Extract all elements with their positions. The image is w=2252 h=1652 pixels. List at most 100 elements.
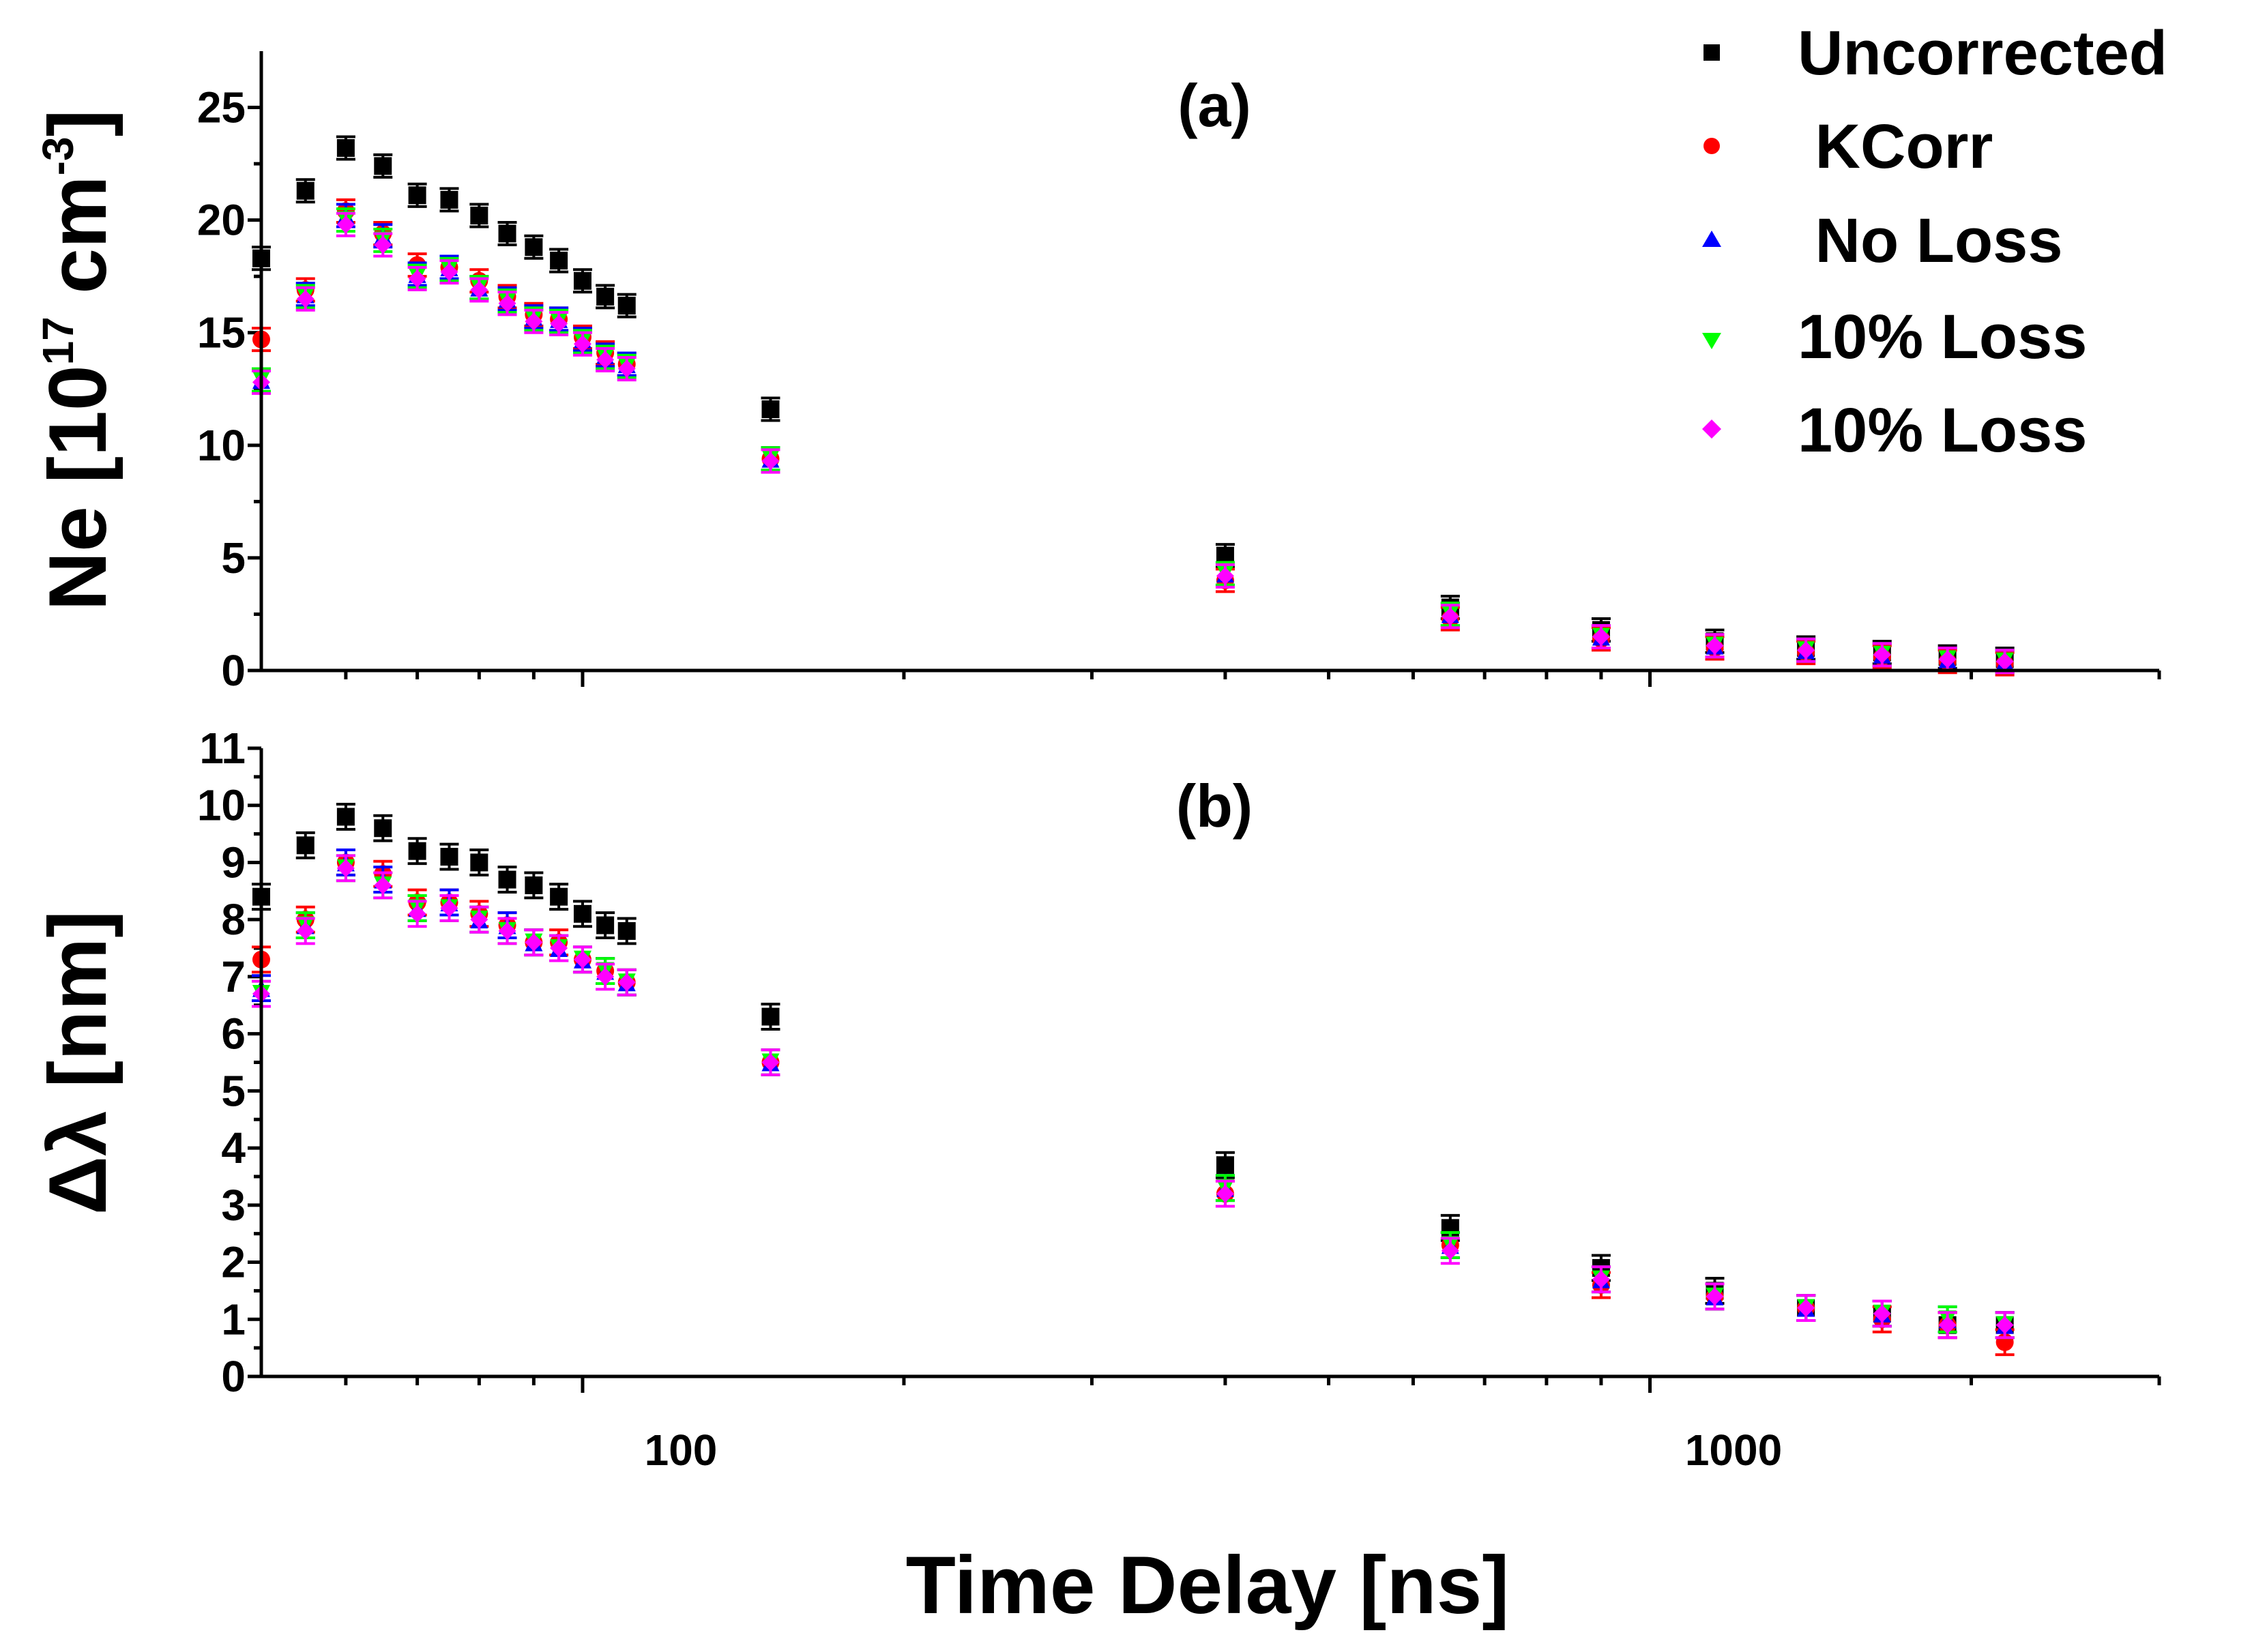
data-point (1797, 1299, 1815, 1317)
data-point (1797, 641, 1815, 660)
y-tick-label: 15 (197, 308, 246, 357)
data-point (1938, 650, 1957, 668)
data-point (1706, 1287, 1724, 1306)
panel-a-y-title: Ne [1017 cm-3] (32, 109, 123, 610)
legend-marker-circle (1703, 138, 1720, 154)
data-point (296, 921, 315, 940)
x-tick-label-100: 100 (645, 1426, 718, 1475)
legend-label-10pct-loss-magenta: 10% Loss (1798, 396, 2087, 465)
data-point (440, 190, 458, 209)
y-tick-label: 9 (221, 838, 246, 887)
data-point (408, 269, 426, 288)
data-point (374, 876, 392, 894)
series-2 (252, 203, 2015, 675)
data-point (573, 950, 591, 969)
data-point (617, 297, 636, 315)
data-point (550, 314, 568, 333)
series-4 (252, 211, 2015, 675)
series-1 (252, 849, 2015, 1357)
y-tick-label: 0 (221, 1352, 246, 1401)
data-point (374, 157, 392, 175)
data-point (1995, 1316, 2014, 1334)
panel-a-x-ticks (344, 670, 2161, 687)
data-point (440, 899, 458, 917)
legend-entry-uncorrected: Uncorrected (1703, 18, 2167, 88)
data-point (498, 921, 516, 940)
data-point (374, 819, 392, 838)
y-tick-label: 2 (221, 1238, 246, 1287)
y-tick-label: 0 (221, 646, 246, 695)
data-point (573, 904, 591, 923)
data-point (596, 287, 615, 306)
data-point (470, 280, 488, 299)
data-point (761, 400, 780, 418)
legend-entry-10pct-loss-green: 10% Loss (1702, 302, 2087, 372)
legend: Uncorrected KCorr No Loss 10% Loss 10% L… (1702, 18, 2167, 465)
data-point (596, 351, 615, 369)
x-axis-title: Time Delay [ns] (906, 1539, 1510, 1631)
y-tick-label: 1 (221, 1295, 246, 1344)
data-point (498, 224, 516, 243)
series-2 (252, 849, 2015, 1340)
data-point (525, 312, 543, 331)
y-tick-label: 3 (221, 1181, 246, 1230)
data-point (440, 263, 458, 281)
data-point (470, 853, 488, 872)
panel-a-data (252, 135, 2015, 677)
data-point (498, 294, 516, 312)
panel-a-y-ticks: 0 5 10 15 20 25 (197, 83, 261, 695)
data-point (470, 911, 488, 929)
data-point (617, 973, 636, 992)
data-point (374, 235, 392, 254)
legend-marker-triangle-up (1702, 231, 1721, 247)
panel-b-y-title: Δλ [nm] (32, 911, 123, 1215)
data-point (761, 452, 780, 470)
data-point (336, 138, 355, 157)
data-point (1441, 607, 1459, 625)
data-point (498, 870, 516, 889)
y-tick-label: 25 (197, 83, 246, 132)
data-point (1216, 567, 1234, 585)
data-point (617, 921, 636, 940)
data-point (596, 967, 615, 986)
data-point (525, 876, 543, 894)
data-point (1873, 645, 1891, 664)
data-point (1441, 1241, 1459, 1260)
legend-label-kcorr: KCorr (1798, 112, 1993, 181)
panel-b-data (252, 803, 2015, 1357)
series-1 (252, 198, 2015, 677)
data-point (573, 271, 591, 290)
data-point (440, 848, 458, 866)
panel-b-label: (b) (1176, 772, 1253, 840)
series-0 (252, 803, 2015, 1340)
legend-entry-kcorr: KCorr (1703, 112, 1993, 181)
series-3 (252, 854, 2015, 1340)
y-tick-label: 4 (221, 1123, 246, 1172)
panel-a-label: (a) (1178, 72, 1251, 139)
data-point (1706, 636, 1724, 655)
panel-b: 0 1 2 3 4 5 6 7 8 9 10 11 (b) Δλ [nm] (32, 724, 2161, 1401)
data-point (596, 916, 615, 934)
legend-marker-triangle-down (1702, 333, 1721, 349)
series-3 (252, 207, 2015, 675)
data-point (296, 181, 315, 200)
data-point (573, 335, 591, 353)
data-point (1938, 1316, 1957, 1334)
legend-label-10pct-loss-green: 10% Loss (1798, 302, 2087, 372)
data-point (408, 186, 426, 205)
x-tick-label-1000: 1000 (1685, 1426, 1782, 1475)
panel-b-y-ticks: 0 1 2 3 4 5 6 7 8 9 10 11 (197, 724, 261, 1401)
y-tick-label: 5 (221, 1066, 246, 1115)
data-point (525, 238, 543, 256)
legend-label-no-loss: No Loss (1798, 206, 2062, 276)
legend-marker-square (1703, 44, 1720, 61)
y-tick-label: 10 (197, 421, 246, 470)
data-point (617, 359, 636, 378)
data-point (1873, 1304, 1891, 1323)
data-point (761, 1053, 780, 1072)
data-point (1216, 1185, 1234, 1203)
panel-b-x-ticks (344, 1376, 2161, 1393)
data-point (470, 207, 488, 225)
y-tick-label: 20 (197, 196, 246, 245)
data-point (408, 842, 426, 860)
